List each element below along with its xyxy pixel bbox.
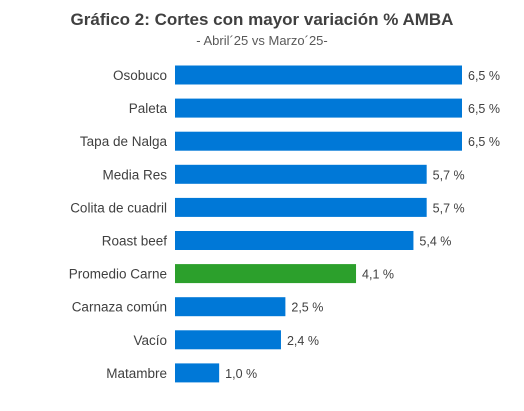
category-label-vacio: Vacío	[133, 333, 167, 348]
category-label-carnaza-comun: Carnaza común	[72, 300, 167, 315]
bar-media-res	[175, 164, 427, 184]
value-label-promedio-carne: 4,1 %	[362, 268, 394, 282]
bar-colita-de-cuadril	[175, 197, 427, 217]
value-label-tapa-de-nalga: 6,5 %	[468, 135, 500, 149]
bar-paleta	[175, 98, 462, 118]
category-label-promedio-carne: Promedio Carne	[69, 267, 167, 282]
bar-promedio-carne	[175, 264, 357, 284]
category-label-paleta: Paleta	[129, 101, 168, 116]
category-label-osobuco: Osobuco	[113, 68, 167, 83]
bar-tapa-de-nalga	[175, 131, 462, 151]
category-label-roast-beef: Roast beef	[102, 234, 168, 249]
category-label-media-res: Media Res	[102, 167, 167, 182]
bar-carnaza-comun	[175, 297, 286, 317]
value-label-vacio: 2,4 %	[287, 334, 319, 348]
category-label-matambre: Matambre	[106, 366, 167, 381]
value-label-media-res: 5,7 %	[433, 168, 465, 182]
chart-subtitle: - Abril´25 vs Marzo´25-	[196, 33, 328, 48]
bar-matambre	[175, 363, 220, 383]
bar-osobuco	[175, 65, 462, 85]
value-label-osobuco: 6,5 %	[468, 69, 500, 83]
value-label-colita-de-cuadril: 5,7 %	[433, 201, 465, 215]
chart-title: Gráfico 2: Cortes con mayor variación % …	[70, 10, 454, 29]
category-label-tapa-de-nalga: Tapa de Nalga	[80, 134, 168, 149]
value-label-matambre: 1,0 %	[225, 367, 257, 381]
value-label-roast-beef: 5,4 %	[419, 235, 451, 249]
value-label-carnaza-comun: 2,5 %	[291, 301, 323, 315]
bar-vacio	[175, 330, 281, 350]
category-label-colita-de-cuadril: Colita de cuadril	[70, 200, 167, 215]
bar-roast-beef	[175, 231, 414, 250]
value-label-paleta: 6,5 %	[468, 102, 500, 116]
